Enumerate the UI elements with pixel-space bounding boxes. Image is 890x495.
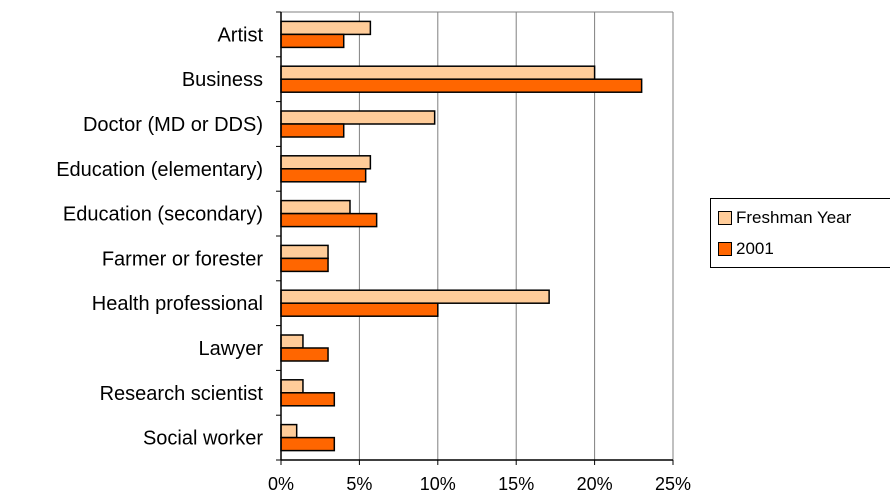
bar-freshman-year-social-worker [280, 423, 298, 439]
category-label-social-worker: Social worker [143, 428, 263, 450]
category-label-education-secondary: Education (secondary) [63, 204, 263, 226]
category-label-business: Business [182, 69, 263, 91]
bar-2001-education-elementary [280, 168, 367, 183]
x-tick-label-0: 0% [268, 474, 294, 494]
bar-freshman-year-education-elementary [280, 155, 372, 170]
bars [280, 20, 643, 452]
bar-freshman-year-research-scientist [280, 379, 304, 394]
bar-2001-education-secondary [280, 212, 378, 228]
x-tick-label-25: 25% [655, 474, 691, 494]
category-label-artist: Artist [217, 24, 263, 46]
bar-freshman-year-doctor-md-or-dds [280, 110, 436, 125]
category-label-health-professional: Health professional [92, 293, 263, 315]
bar-freshman-year-farmer-or-forester [280, 244, 329, 260]
bar-freshman-year-business [280, 65, 596, 80]
bar-freshman-year-health-professional [280, 289, 550, 304]
bar-freshman-year-artist [280, 20, 372, 36]
legend: Freshman Year 2001 [710, 198, 890, 268]
legend-swatch-2001 [718, 242, 732, 256]
bar-2001-lawyer [280, 347, 329, 362]
axes [276, 11, 674, 465]
x-tick-label-10: 10% [420, 474, 456, 494]
bar-2001-farmer-or-forester [280, 257, 329, 273]
bar-2001-business [280, 78, 643, 93]
bar-freshman-year-education-secondary [280, 199, 351, 215]
bar-2001-research-scientist [280, 392, 336, 407]
x-tick-label-20: 20% [577, 474, 613, 494]
category-labels: Artist Business Doctor (MD or DDS) Educatio… [56, 24, 263, 449]
tick-labels: 0% 5% 10% 15% 20% 25% [268, 474, 691, 494]
x-tick-label-5: 5% [346, 474, 372, 494]
legend-label-2001: 2001 [736, 239, 774, 258]
category-label-farmer-or-forester: Farmer or forester [102, 248, 263, 270]
legend-label-freshman-year: Freshman Year [736, 208, 852, 227]
bar-freshman-year-lawyer [280, 334, 304, 349]
bar-2001-doctor-md-or-dds [280, 123, 345, 138]
category-label-lawyer: Lawyer [199, 338, 264, 360]
category-label-research-scientist: Research scientist [100, 383, 264, 405]
legend-item-2001: 2001 [718, 239, 774, 259]
legend-swatch-freshman-year [718, 211, 732, 225]
x-tick-label-15: 15% [498, 474, 534, 494]
category-label-doctor-md-or-dds: Doctor (MD or DDS) [83, 114, 263, 136]
bar-2001-artist [280, 33, 345, 49]
bar-2001-social-worker [280, 436, 336, 452]
bar-2001-health-professional [280, 302, 439, 317]
legend-item-freshman-year: Freshman Year [718, 208, 851, 228]
category-label-education-elementary: Education (elementary) [56, 159, 263, 181]
